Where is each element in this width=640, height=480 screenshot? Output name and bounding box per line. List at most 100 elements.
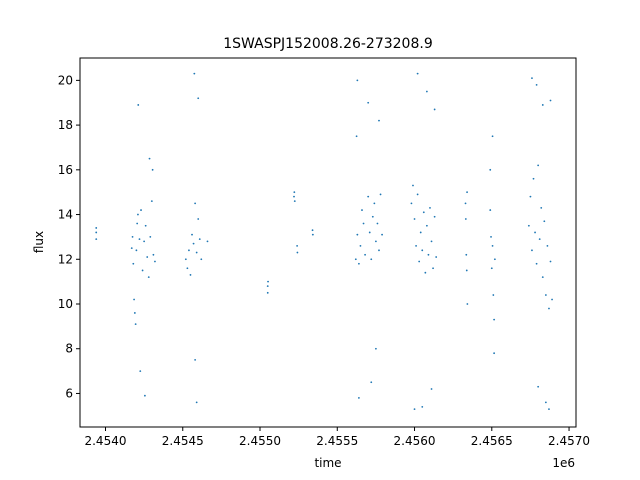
data-point [464,218,467,220]
data-point [266,291,269,294]
data-point [151,168,154,171]
data-point [293,191,296,194]
data-point [361,209,363,211]
plot-frame [79,57,577,428]
data-point [144,224,147,227]
data-point [412,184,414,187]
data-point [493,318,496,321]
data-point [413,408,416,411]
x-tick-label: 2.4540 [84,434,126,448]
data-point [379,193,382,196]
data-point [489,168,492,171]
y-axis-ticks: 6 8 10 12 14 16 18 20 [58,73,80,400]
data-point [356,233,359,236]
data-point [541,276,544,279]
chart-title: 1SWASPJ152008.26-273208.9 [223,36,432,52]
x-tick-label: 2.4560 [394,434,436,448]
x-tick-label: 2.4565 [471,434,513,448]
data-point [370,258,373,261]
data-point [132,262,135,265]
data-point [419,231,422,234]
data-point [464,202,467,205]
data-point [540,206,543,209]
data-point [535,83,538,86]
data-point [531,77,533,80]
data-point [186,267,189,270]
data-point [95,238,98,241]
data-point [267,280,269,283]
data-point [466,303,469,305]
data-point [534,231,536,234]
data-point [198,238,201,241]
data-point [433,215,436,218]
data-point [549,99,552,102]
data-point [188,249,190,252]
y-tick-label: 8 [65,342,73,356]
data-point [133,298,135,301]
data-point [381,233,383,236]
data-point [193,72,196,75]
data-point [371,215,374,218]
data-point [137,104,140,106]
data-point [541,104,544,106]
data-point [206,240,209,243]
data-point [139,370,142,372]
data-point [543,220,546,223]
data-point [378,119,380,122]
data-point [354,258,357,261]
data-point [266,285,269,288]
data-point [311,229,314,232]
data-point [95,231,98,234]
data-point [490,267,493,270]
data-point [146,256,149,258]
data-point [548,408,550,411]
y-tick-label: 16 [58,163,73,177]
data-point [415,244,417,247]
data-point [95,227,98,229]
data-point [435,256,438,258]
data-point [144,394,146,397]
y-axis-label: flux [32,231,46,253]
data-point [200,258,203,261]
data-point [149,236,152,238]
data-point [529,195,532,198]
data-point [194,359,197,361]
data-point [148,157,151,160]
y-tick-label: 12 [58,252,73,266]
x-tick-label: 2.4570 [548,434,590,448]
data-point [367,195,370,198]
data-point [152,253,155,256]
y-tick-label: 18 [58,118,73,132]
data-point [296,244,298,247]
data-point [466,191,468,194]
data-point [429,206,431,209]
x-axis-label: time [314,456,341,470]
data-point [140,209,142,211]
data-point [355,135,358,138]
data-point [147,276,150,279]
data-point [418,260,421,263]
data-point [192,242,195,245]
data-point [544,401,547,404]
data-point [424,271,427,274]
data-point [492,294,495,296]
data-point [551,298,553,301]
scatter-points [95,72,553,411]
data-point [430,240,433,243]
data-point [421,405,424,408]
data-point [537,164,540,167]
data-point [134,323,137,326]
data-point [465,253,468,256]
data-point [143,240,146,243]
data-point [491,135,494,138]
data-point [427,253,430,256]
data-point [537,385,540,388]
data-point [359,244,362,247]
data-point [548,307,550,310]
data-point [364,253,366,256]
data-point [358,397,360,399]
data-point [489,209,492,211]
x-axis-ticks: 2.4540 2.4545 2.4550 2.4555 2.4560 2.4565 2.45… [84,427,590,448]
data-point [131,236,134,238]
data-point [425,224,428,227]
